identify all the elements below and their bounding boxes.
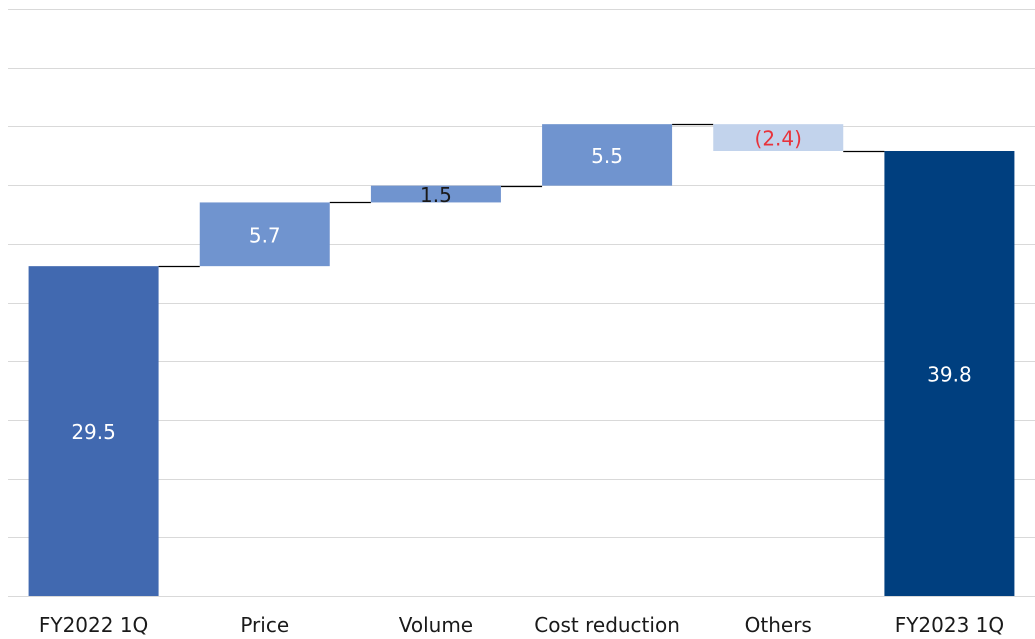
category-label: Price — [240, 613, 289, 637]
bar-fy2022-1q — [28, 266, 159, 596]
category-label: Others — [745, 613, 812, 637]
data-label: 5.7 — [249, 223, 281, 247]
category-labels: FY2022 1Q Price Volume Cost reduction Others… — [39, 613, 1004, 637]
bar-others — [713, 124, 844, 151]
data-label: 5.5 — [591, 144, 623, 168]
data-labels: 29.5 5.7 1.5 5.5 (2.4) 39.8 — [71, 127, 971, 445]
bars — [28, 124, 1015, 596]
data-label: 29.5 — [71, 420, 116, 444]
category-label: FY2023 1Q — [895, 613, 1004, 637]
category-label: Volume — [399, 613, 473, 637]
data-label: 39.8 — [927, 362, 972, 386]
data-label: (2.4) — [755, 127, 802, 151]
gridlines — [8, 9, 1035, 597]
connectors — [158, 123, 885, 268]
bar-volume — [370, 185, 501, 203]
category-label: FY2022 1Q — [39, 613, 148, 637]
bar-price — [199, 202, 330, 267]
category-label: Cost reduction — [534, 613, 680, 637]
data-label: 1.5 — [420, 183, 452, 207]
bar-cost-reduction — [542, 124, 673, 186]
bar-fy2023-1q — [884, 150, 1015, 596]
